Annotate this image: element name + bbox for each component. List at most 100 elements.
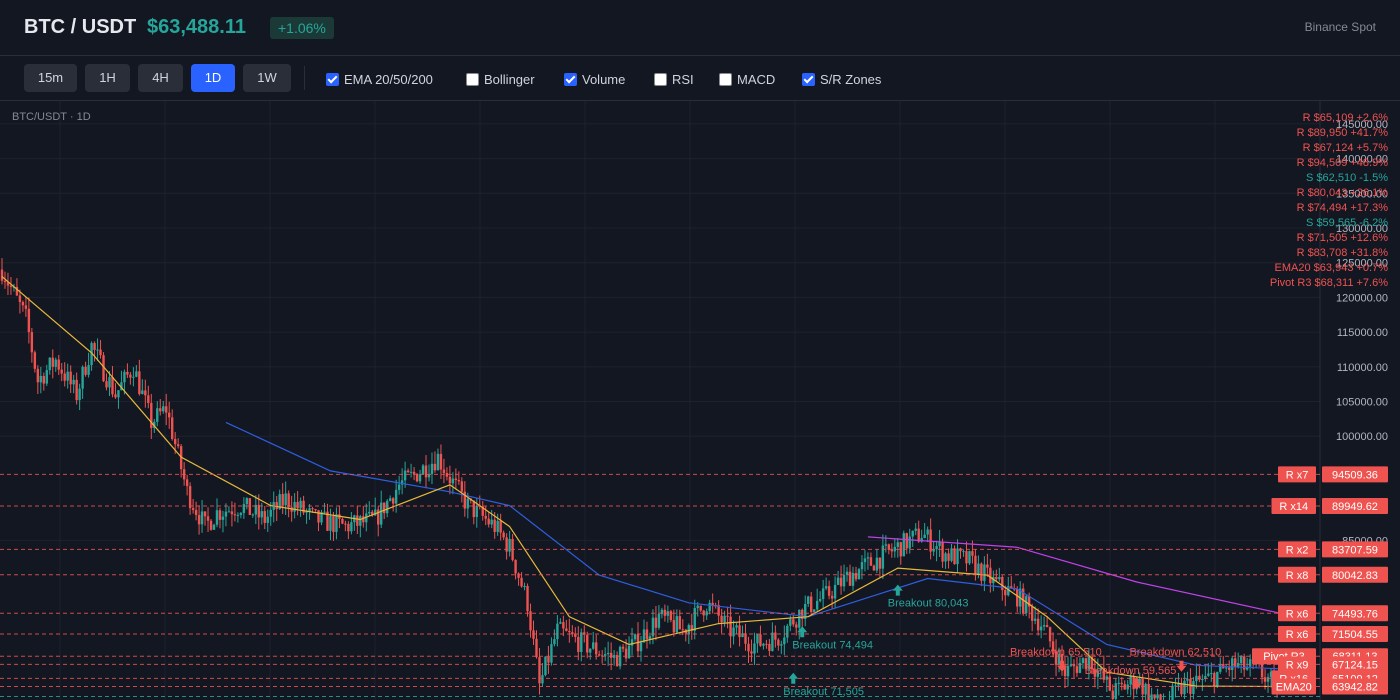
breakdown-arrow-icon <box>1131 678 1142 690</box>
bollinger-checkbox[interactable] <box>466 72 479 86</box>
level-tag: R x8 <box>1286 570 1309 582</box>
candle-body <box>953 548 956 565</box>
level-price-box <box>1322 656 1388 673</box>
ema-checkbox[interactable] <box>326 72 339 86</box>
candle-body <box>3 280 7 283</box>
candle-body <box>663 609 667 616</box>
level-price-label: 63942.82 <box>1332 682 1378 694</box>
y-axis-tick: 130000.00 <box>1336 223 1388 235</box>
candle-body <box>1201 678 1204 680</box>
candle-body <box>1111 690 1114 700</box>
candle-body <box>627 645 631 659</box>
candle-body <box>442 469 446 474</box>
candle-body <box>1054 651 1058 665</box>
sr-zones-checkbox[interactable] <box>802 72 815 86</box>
candle-body <box>147 395 150 404</box>
candle-body <box>302 500 305 513</box>
toggle-sr-zones[interactable]: S/R Zones <box>802 71 881 87</box>
candle-body <box>150 403 153 428</box>
timeframe-15m-button[interactable]: 15m <box>24 64 77 92</box>
candle-body <box>574 634 577 637</box>
level-tag: R x2 <box>1286 544 1309 556</box>
toggle-bollinger[interactable]: Bollinger <box>466 71 535 87</box>
candle-body <box>998 576 1001 580</box>
candle-body <box>980 563 983 581</box>
candle-body <box>383 502 386 514</box>
candle-body <box>1039 626 1043 631</box>
candle-body <box>1159 694 1162 700</box>
candle-body <box>508 538 511 552</box>
candle-body <box>639 642 643 652</box>
candle-body <box>586 634 589 653</box>
candle-body <box>448 476 452 484</box>
candle-body <box>568 630 571 633</box>
candle-body <box>87 365 90 375</box>
toggle-ema[interactable]: EMA 20/50/200 <box>326 71 433 87</box>
toggle-macd[interactable]: MACD <box>719 71 775 87</box>
candle-body <box>1174 685 1177 687</box>
candle-body <box>780 644 783 646</box>
candle-body <box>284 493 287 506</box>
candle-body <box>956 548 959 565</box>
candle-body <box>126 371 129 375</box>
candle-body <box>138 371 141 394</box>
candle-body <box>810 596 813 612</box>
candle-body <box>756 634 759 644</box>
candle-body <box>580 632 583 652</box>
candle-body <box>439 453 443 470</box>
candle-body <box>660 609 664 615</box>
candle-body <box>696 605 699 609</box>
candle-body <box>260 511 263 518</box>
toggle-volume[interactable]: Volume <box>564 71 625 87</box>
candle-body <box>1183 680 1186 695</box>
level-price-label: 74493.76 <box>1332 608 1378 620</box>
y-axis-tick: 125000.00 <box>1336 258 1388 270</box>
candle-body <box>917 528 920 542</box>
legend-entry: Pivot R3 $68,311 +7.6% <box>1269 277 1388 289</box>
candle-body <box>944 553 947 562</box>
level-tag-box <box>1278 466 1316 483</box>
volume-checkbox[interactable] <box>564 72 577 86</box>
macd-checkbox[interactable] <box>719 72 732 86</box>
candle-body <box>502 532 505 538</box>
level-price-label: 89949.62 <box>1332 501 1378 513</box>
candle-body <box>621 646 625 649</box>
candle-body <box>705 611 708 616</box>
candle-body <box>173 438 177 445</box>
legend-entry: R $74,494 +17.3% <box>1296 202 1388 214</box>
chart-title: BTC/USDT · 1D <box>12 111 91 123</box>
chart-toolbar: 15m 1H 4H 1D 1W EMA 20/50/200 Bollinger … <box>0 56 1400 101</box>
candle-body <box>135 371 138 377</box>
candle-body <box>421 465 425 475</box>
candle-body <box>350 522 353 532</box>
timeframe-4h-button[interactable]: 4H <box>138 64 183 92</box>
timeframe-1d-button[interactable]: 1D <box>191 64 235 92</box>
candle-body <box>377 509 380 525</box>
candle-body <box>624 648 628 659</box>
candle-body <box>36 368 40 383</box>
candle-body <box>0 269 4 281</box>
candle-body <box>239 512 243 515</box>
price-chart[interactable]: 145000.00 140000.00 135000.00 130000.00 1250… <box>0 101 1400 700</box>
candle-body <box>457 480 461 482</box>
candle-body <box>777 639 780 646</box>
rsi-checkbox[interactable] <box>654 72 667 86</box>
level-tag-box <box>1271 497 1316 514</box>
candle-body <box>1114 683 1117 700</box>
ema50-line <box>225 421 1281 670</box>
candle-body <box>433 463 437 471</box>
candle-body <box>723 615 726 623</box>
toggle-rsi[interactable]: RSI <box>654 71 694 87</box>
toolbar-divider <box>304 66 305 90</box>
candle-body <box>833 584 837 599</box>
candle-body <box>430 463 434 475</box>
candle-body <box>974 555 977 575</box>
chart-canvas[interactable]: 145000.00 140000.00 135000.00 130000.00 1250… <box>0 101 1400 700</box>
candle-body <box>96 349 99 351</box>
candle-body <box>801 609 804 619</box>
candle-body <box>427 474 431 478</box>
candle-body <box>729 616 732 637</box>
candle-body <box>854 572 858 580</box>
timeframe-1h-button[interactable]: 1H <box>85 64 130 92</box>
timeframe-1w-button[interactable]: 1W <box>243 64 291 92</box>
